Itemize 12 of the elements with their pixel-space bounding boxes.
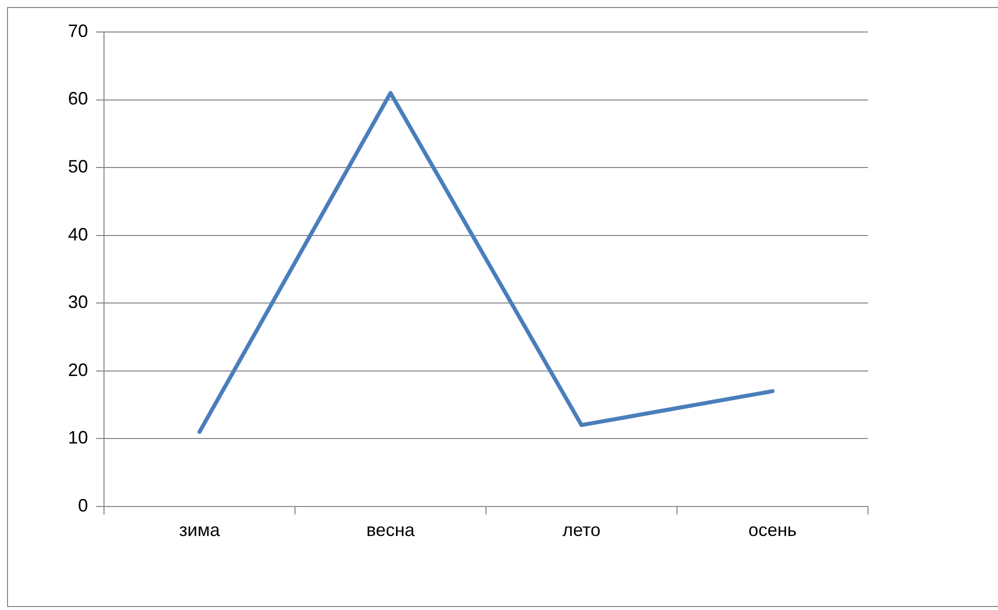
x-tick-label: лето bbox=[562, 520, 600, 540]
x-tick-label: зима bbox=[179, 520, 221, 540]
y-tick-label: 50 bbox=[68, 156, 88, 177]
y-tick-label: 10 bbox=[68, 428, 88, 448]
y-tick-label: 60 bbox=[68, 88, 88, 109]
y-tick-label: 30 bbox=[68, 292, 88, 312]
y-tick-label: 0 bbox=[78, 495, 88, 516]
y-tick-label: 40 bbox=[68, 224, 88, 244]
y-tick-label: 20 bbox=[68, 360, 88, 380]
x-tick-label: осень bbox=[748, 520, 797, 540]
x-tick-label: весна bbox=[366, 520, 416, 540]
y-tick-label: 70 bbox=[68, 20, 88, 41]
